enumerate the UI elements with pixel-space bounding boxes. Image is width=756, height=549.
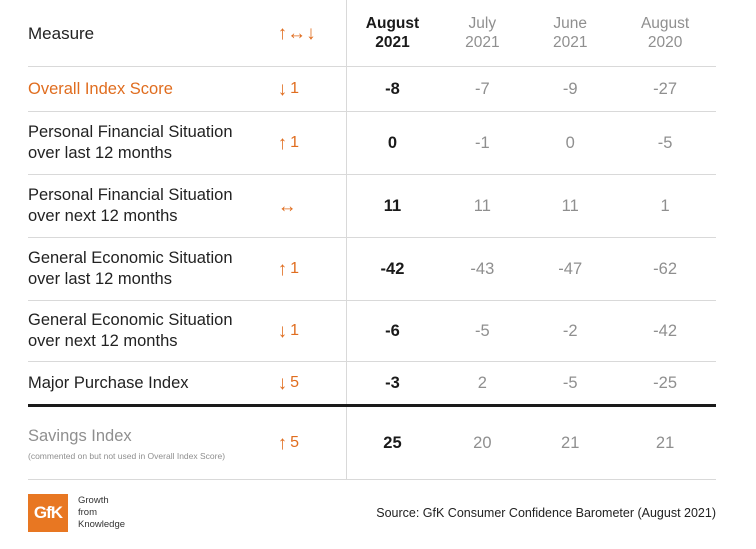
row-value: 1 [660,196,670,215]
row-value: -62 [653,259,678,278]
source-note: Source: GfK Consumer Confidence Baromete… [376,506,716,520]
row-measure: General Economic Situation over last 12 m… [28,249,233,288]
row-change: ↑ 1 [277,258,300,280]
trend-up-arrow-icon: ↑ [277,432,288,454]
row-value: -2 [562,321,578,340]
row-value: 0 [345,112,439,174]
row-measure: Personal Financial Situation over last 12… [28,123,233,162]
row-value: -43 [470,259,495,278]
tagline: Growth from Knowledge [78,495,126,530]
trend-up-arrow-icon: ↑ [277,258,288,280]
row-value: -5 [562,373,578,392]
trend-flat-arrow-icon: ↔ [277,195,297,217]
row-value: 11 [561,196,579,215]
table-row: General Economic Situation over next 12 m… [28,301,716,362]
table-row: Personal Financial Situation over next 12… [28,175,716,238]
row-value: 2 [477,373,487,392]
row-change: ↑ 1 [277,132,300,154]
row-change: ↓ 1 [277,320,300,342]
row-value: -8 [345,67,439,111]
row-change: ↓ 1 [277,78,300,100]
row-measure: General Economic Situation over next 12 m… [28,311,233,350]
row-value: 21 [655,433,675,452]
trend-up-arrow-icon: ↑ [277,132,288,154]
trend-down-arrow-icon: ↓ [277,78,288,100]
confidence-table: Measure ↑↔↓ August 2021 July 2021 June 2021… [28,0,716,480]
row-value: -3 [345,362,439,404]
header-measure: Measure [28,23,95,43]
header-col-2: July 2021 [465,15,500,51]
trend-down-arrow-icon: ↓ [277,320,288,342]
row-value: -6 [345,301,439,361]
row-value: -5 [657,133,673,152]
row-value: 25 [345,407,439,479]
header-col-4: August 2020 [640,15,690,51]
row-value: -27 [653,79,678,98]
footer: GfK Growth from Knowledge Source: GfK Co… [28,488,716,538]
row-value: -1 [475,133,490,152]
row-value: -7 [475,79,490,98]
row-measure: Personal Financial Situation over next 12… [28,186,233,225]
row-value: -25 [653,373,678,392]
row-measure: Overall Index Score [28,79,173,98]
table-header: Measure ↑↔↓ August 2021 July 2021 June 2021… [28,0,716,67]
header-col-1: August 2021 [345,0,439,66]
header-col-3: June 2021 [552,15,588,51]
table-row: General Economic Situation over last 12 m… [28,238,716,301]
row-value: -47 [558,259,583,278]
row-measure: Savings Index (commented on but not used … [28,426,226,461]
row-change: ↓ 5 [277,372,300,394]
row-value: -9 [562,79,578,98]
row-value: 11 [473,196,491,215]
table-row: Personal Financial Situation over last 12… [28,112,716,175]
row-value: 11 [345,175,439,237]
row-measure: Major Purchase Index [28,373,189,392]
row-value: 20 [473,433,492,452]
gfk-logo-box: GfK [28,494,68,532]
table-row: Savings Index (commented on but not used … [28,407,716,480]
table-row: Overall Index Score ↓ 1 -8 -7 -9 -27 [28,67,716,112]
row-value: -5 [475,321,490,340]
row-value: -42 [653,321,678,340]
table-row: Major Purchase Index ↓ 5 -3 2 -5 -25 [28,362,716,407]
row-value: 21 [561,433,580,452]
row-change: ↔ [278,197,346,216]
change-arrows-icon: ↑↔↓ [277,22,316,44]
gfk-logo: GfK Growth from Knowledge [28,494,125,532]
row-value: -42 [345,238,439,300]
row-value: 0 [565,133,575,152]
trend-down-arrow-icon: ↓ [277,372,288,394]
row-change: ↑ 5 [277,432,300,454]
